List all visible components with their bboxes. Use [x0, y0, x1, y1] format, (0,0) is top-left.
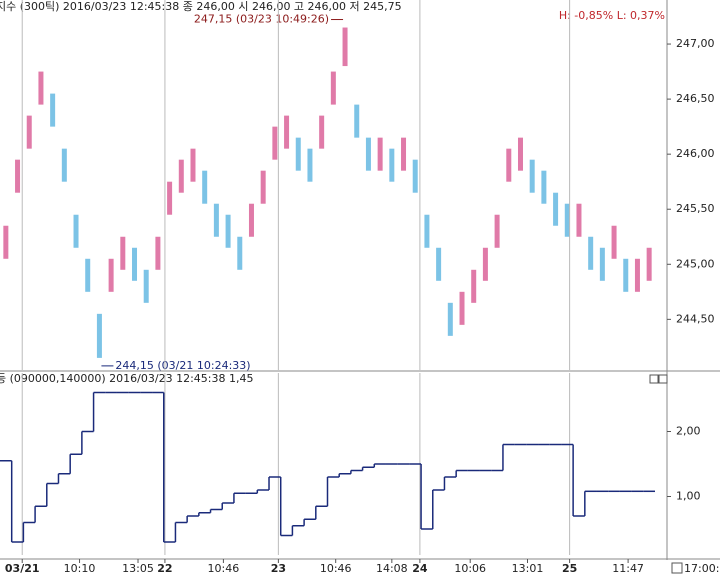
candle — [447, 302, 453, 336]
candle — [108, 258, 114, 292]
candle — [330, 71, 336, 105]
candle — [120, 236, 126, 270]
candle — [599, 247, 605, 281]
candle — [623, 258, 629, 292]
candle — [272, 126, 278, 160]
candle — [564, 203, 570, 237]
candle — [412, 159, 418, 193]
x-tick-label: 14:08 — [376, 562, 408, 575]
y-tick-label: 245,00 — [676, 257, 715, 270]
candle — [634, 258, 640, 292]
x-tick-label: 24 — [412, 562, 428, 575]
candle — [15, 159, 21, 193]
candle — [178, 159, 184, 193]
x-tick-label: 25 — [562, 562, 577, 575]
x-tick-label: 22 — [157, 562, 172, 575]
candle — [26, 115, 32, 149]
candle — [553, 192, 559, 226]
candle — [96, 313, 102, 358]
candle — [248, 203, 254, 237]
candle — [202, 170, 208, 204]
minimize-button[interactable] — [649, 374, 659, 384]
y-tick-label: 244,50 — [676, 312, 715, 325]
candle — [389, 148, 395, 182]
candle — [482, 247, 488, 281]
candle — [319, 115, 325, 149]
candle — [50, 93, 56, 127]
y-tick-label: 246,50 — [676, 92, 715, 105]
max-annotation: 247,15 (03/23 10:49:26) — [194, 13, 329, 26]
candle — [646, 247, 652, 281]
min-annotation: 244,15 (03/21 10:24:33) — [115, 359, 250, 372]
y-tick-label: 2,00 — [676, 425, 701, 438]
candle — [61, 148, 67, 182]
y-tick-label: 247,00 — [676, 37, 715, 50]
candle — [38, 71, 44, 105]
candle — [143, 269, 149, 303]
corner-label: 17:00:00 — [684, 562, 720, 575]
candle — [506, 148, 512, 182]
candle — [365, 137, 371, 171]
candle — [167, 181, 173, 215]
candle — [588, 236, 594, 270]
main-title: 지수 (300틱) 2016/03/23 12:45:38 종 246,00 시… — [0, 0, 402, 13]
candle — [377, 137, 383, 171]
candle — [401, 137, 407, 171]
candle — [213, 203, 219, 237]
zoom-button[interactable] — [671, 562, 683, 574]
x-tick-label: 11:47 — [612, 562, 644, 575]
y-tick-label: 246,00 — [676, 147, 715, 160]
x-tick-label: 10:06 — [454, 562, 486, 575]
candle — [517, 137, 523, 171]
candle — [155, 236, 161, 270]
candle — [541, 170, 547, 204]
candle — [576, 203, 582, 237]
candle — [471, 269, 477, 303]
x-tick-label: 10:46 — [208, 562, 240, 575]
candle — [237, 236, 243, 270]
candle — [85, 258, 91, 292]
x-tick-label: 23 — [271, 562, 286, 575]
x-tick-label: 13:01 — [512, 562, 544, 575]
sub-title: 등 (090000,140000) 2016/03/23 12:45:38 1,… — [0, 372, 253, 385]
stats-label: H: -0,85% L: 0,37% — [559, 9, 665, 22]
candle — [342, 27, 348, 67]
x-tick-label: 10:10 — [64, 562, 96, 575]
candle — [295, 137, 301, 171]
candle — [307, 148, 313, 182]
candle — [190, 148, 196, 182]
x-tick-label: 10:46 — [320, 562, 352, 575]
candle — [73, 214, 79, 248]
candle — [424, 214, 430, 248]
candle — [284, 115, 290, 149]
y-tick-label: 1,00 — [676, 490, 701, 503]
candle — [611, 225, 617, 259]
candle — [529, 159, 535, 193]
candle — [3, 225, 9, 259]
y-tick-label: 245,50 — [676, 202, 715, 215]
close-button[interactable] — [658, 374, 668, 384]
candle — [260, 170, 266, 204]
x-tick-label: 13:05 — [122, 562, 154, 575]
candle — [354, 104, 360, 138]
candle — [132, 247, 138, 281]
x-tick-label: 03/21 — [5, 562, 40, 575]
candle — [494, 214, 500, 248]
candle — [225, 214, 231, 248]
candle — [459, 291, 465, 325]
candle — [436, 247, 442, 281]
